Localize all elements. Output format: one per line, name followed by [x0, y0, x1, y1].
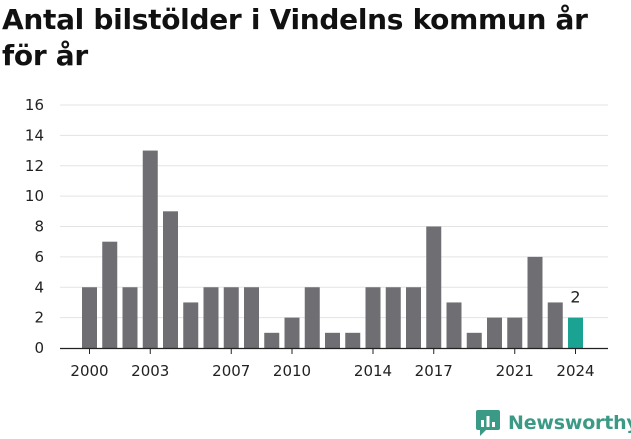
x-tick-label: 2007: [212, 362, 250, 380]
y-tick-label: 6: [34, 248, 44, 266]
bar: [466, 332, 482, 348]
bar: [406, 287, 421, 348]
x-tick-label: 2003: [131, 362, 169, 380]
y-tick-label: 0: [34, 339, 44, 357]
highlight-bar: [568, 317, 583, 348]
x-tick-label: 2021: [496, 362, 534, 380]
bar: [244, 287, 259, 348]
bar: [527, 256, 543, 348]
bar: [345, 332, 361, 348]
bar: [325, 332, 340, 348]
x-tick-label: 2017: [415, 362, 453, 380]
bar: [547, 302, 563, 348]
bar: [426, 226, 442, 348]
y-tick-label: 10: [25, 187, 44, 205]
bar: [122, 287, 138, 348]
bar: [142, 150, 158, 348]
x-tick-label: 2024: [556, 362, 594, 380]
data-label: 2: [570, 288, 580, 307]
bar: [203, 287, 219, 348]
y-tick-label: 4: [34, 278, 44, 296]
x-tick-label: 2000: [70, 362, 108, 380]
bar: [487, 317, 502, 348]
bar: [102, 241, 118, 348]
brand-name: Newsworthy: [508, 412, 631, 434]
x-tick-label: 2010: [273, 362, 311, 380]
bar: [183, 302, 199, 348]
bar: [385, 287, 401, 348]
bar: [446, 302, 462, 348]
bar: [264, 332, 280, 348]
bar: [304, 287, 320, 348]
bar: [82, 287, 97, 348]
x-tick-label: 2014: [354, 362, 392, 380]
chart-title: Antal bilstölder i Vindelns kommun år fö…: [2, 3, 588, 72]
brand-logo: Newsworthy: [476, 408, 631, 438]
bar: [284, 317, 300, 348]
y-tick-label: 16: [25, 96, 44, 114]
newsworthy-logo-icon: [476, 410, 500, 436]
bar: [223, 287, 239, 348]
y-tick-label: 2: [34, 309, 44, 327]
y-tick-label: 12: [25, 157, 44, 175]
y-tick-label: 8: [34, 218, 44, 236]
bar: [365, 287, 381, 348]
bar: [507, 317, 523, 348]
bar: [163, 211, 178, 348]
y-tick-label: 14: [25, 126, 44, 144]
